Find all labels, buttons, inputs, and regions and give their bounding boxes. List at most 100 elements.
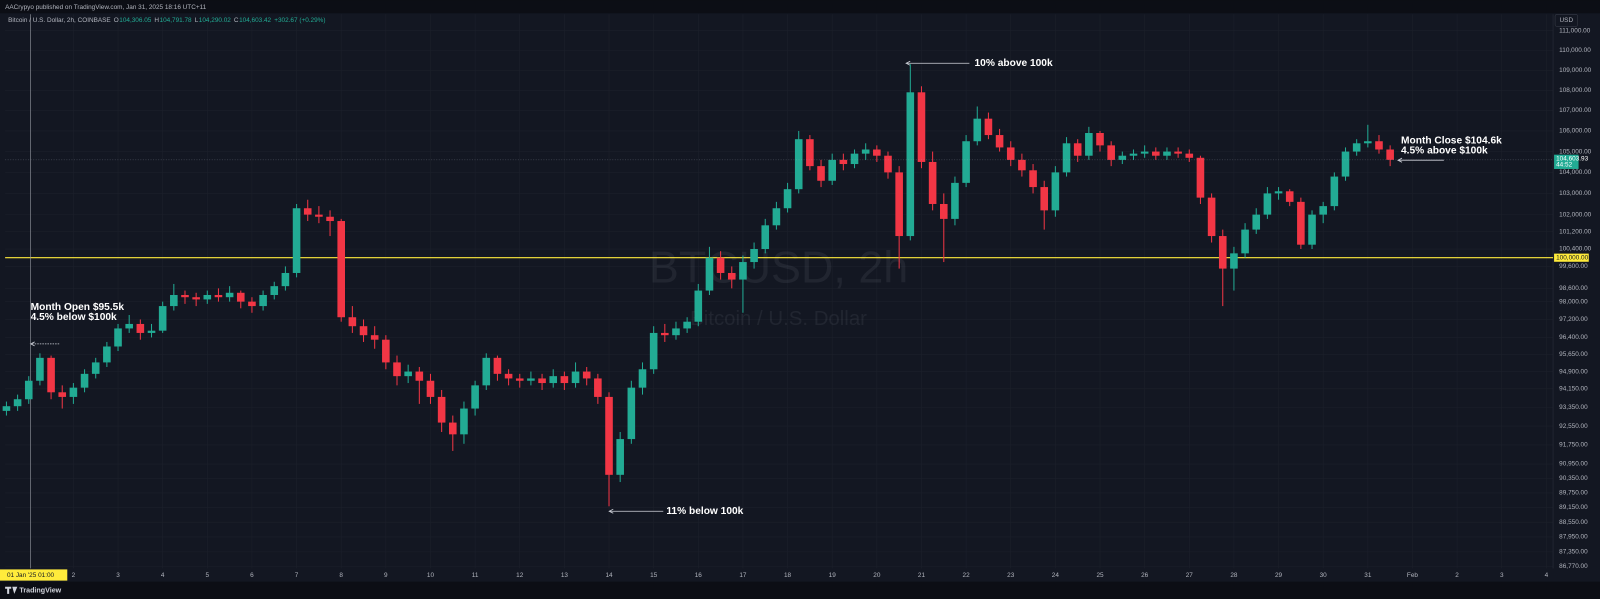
ohlc-value: 104,791.78 [160,17,192,24]
y-tick-label: 108,000.00 [1559,87,1591,94]
crosshair-label: 01 Jan '25 01:00 [7,572,55,579]
candle-body [1152,151,1160,156]
candle-body [1386,149,1394,160]
candle-body [437,396,446,423]
x-tick-label: 26 [1141,572,1149,579]
candle-body [449,422,457,435]
candle-body [828,159,836,181]
candle-body [1364,141,1372,144]
candle-body [404,371,412,377]
candle-body [1263,193,1272,215]
y-tick-label: 86,770.00 [1559,563,1588,570]
candle-body [1163,151,1171,156]
candle-body [114,328,122,347]
x-tick-label: 24 [1052,572,1060,579]
annotation: 10% above 100k [974,58,1052,69]
y-tick-label: 106,000.00 [1559,128,1591,135]
candle-body [91,362,100,374]
candle-body [783,189,792,209]
candle-body [136,323,145,333]
candle-body [80,373,89,388]
watermark: BTCUSD, 2h [649,241,908,292]
y-tick-label: 102,000.00 [1559,211,1591,218]
candle-body [806,139,814,167]
candle-body [493,357,502,374]
candle-body [259,294,267,307]
brand: TradingView [19,587,61,595]
candle-body [906,92,915,237]
annotation: 4.5% above $100k [1401,146,1488,157]
candle-body [1185,153,1194,158]
y-tick-label: 105,000.00 [1559,148,1591,155]
x-tick-label: Feb [1407,572,1418,579]
x-tick-label: 8 [339,572,343,579]
candle-body [839,159,848,165]
candle-body [939,203,948,219]
candle-body [281,272,290,287]
candle-body [761,225,770,250]
candle-body [1073,143,1082,156]
y-tick-label: 101,200.00 [1559,228,1591,235]
candle-body [303,208,312,215]
last-price-label: 104,603.93 [1556,155,1588,162]
candle-body [1352,143,1361,152]
candle-body [1140,151,1149,154]
candle-body [605,396,613,475]
x-tick-label: 20 [873,572,881,579]
y-tick-label: 87,350.00 [1559,549,1588,556]
x-tick-label: 30 [1320,572,1328,579]
candle-body [683,321,691,329]
candle-body [571,371,580,384]
ohlc-key: O [114,17,119,24]
y-tick-label: 98,000.00 [1559,298,1588,305]
annotation: 11% below 100k [666,506,743,517]
x-tick-label: 13 [561,572,569,579]
y-tick-label: 91,750.00 [1559,442,1588,449]
candle-body [627,387,636,440]
x-tick-label: 23 [1007,572,1015,579]
ohlc-key: H [154,17,159,24]
x-tick-label: 29 [1275,572,1283,579]
candle-body [315,214,323,217]
y-tick-label: 90,350.00 [1559,475,1588,482]
candle-body [292,208,301,273]
x-tick-label: 17 [739,572,747,579]
candle-body [337,221,346,318]
x-tick-label: 22 [963,572,971,579]
y-tick-label: 88,550.00 [1559,519,1588,526]
candle-body [1319,206,1327,215]
hline-label-box [1554,253,1589,262]
candle-body [1118,155,1127,160]
annotation: 4.5% below $100k [31,312,117,323]
candle-body [1252,214,1261,230]
candle-body [549,376,558,384]
candle-body [24,380,33,400]
candle-body [504,373,513,379]
y-tick-label: 111,000.00 [1559,27,1591,34]
y-tick-label: 87,950.00 [1559,534,1588,541]
symbol-legend: Bitcoin / U.S. Dollar, 2h, COINBASE O 104… [8,17,325,24]
candle-body [326,216,334,222]
x-tick-label: 19 [829,572,837,579]
candle-body [270,286,279,295]
candle-body [170,294,178,307]
candle-body [1029,170,1037,188]
candle-body [158,306,167,331]
candle-body [1274,191,1283,194]
candle-body [984,118,993,136]
brand-logo [5,586,18,594]
candle-body [794,139,803,190]
candle-body [471,385,479,409]
y-tick-label: 100,400.00 [1559,246,1591,253]
candle-body [13,399,22,407]
candle-body [370,335,379,340]
ohlc-key: C [234,17,239,24]
y-tick-label: 95,650.00 [1559,351,1588,358]
x-tick-label: 21 [918,572,926,579]
currency-box[interactable] [1554,13,1578,27]
candle-body [1196,157,1205,198]
y-tick-label: 109,000.00 [1559,67,1591,74]
candle-body [1107,145,1115,160]
candle-body [616,439,624,475]
candle-body [527,378,535,381]
